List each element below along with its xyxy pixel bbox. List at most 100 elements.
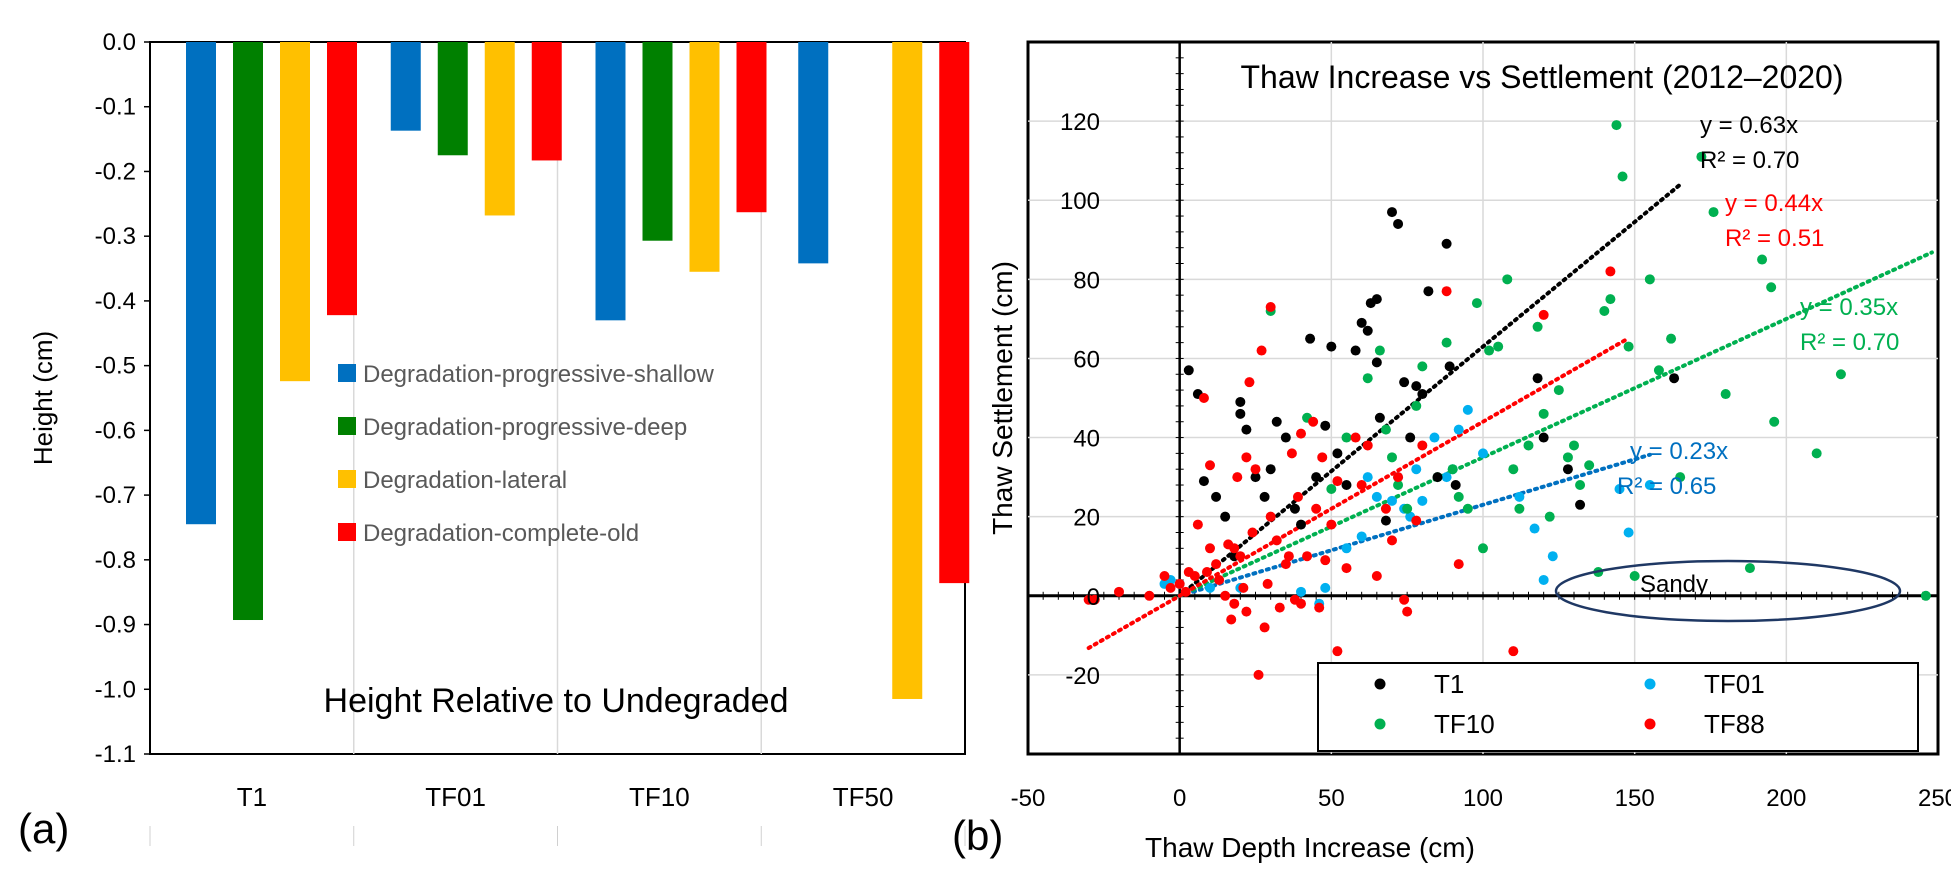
point-tf88 (1089, 594, 1100, 605)
bar-tf01-degradation-progressive-shallow (390, 42, 421, 131)
point-tf88 (1253, 669, 1264, 680)
point-tf10 (1584, 460, 1595, 471)
panel-a-x-tick-label: TF10 (629, 782, 690, 812)
point-t1 (1575, 499, 1586, 510)
bar-tf10-degradation-progressive-shallow (595, 42, 626, 321)
panel-a-x-ticks: T1 TF01 TF10 TF50 (149, 782, 966, 846)
point-t1 (1444, 361, 1455, 372)
panel-a-y-axis-label: Height (cm) (28, 331, 58, 465)
panel-b-chart-title: Thaw Increase vs Settlement (2012–2020) (1241, 59, 1844, 95)
point-tf88 (1220, 590, 1231, 601)
legend-swatch-degradation-progressive-shallow (338, 364, 356, 382)
trendline-r2-t1: R² = 0.70 (1700, 147, 1799, 174)
panel-a-y-tick-label: -0.3 (95, 223, 136, 250)
point-tf10 (1402, 503, 1413, 514)
panel-a-y-tick-label: -0.5 (95, 353, 136, 380)
point-tf10 (1605, 294, 1616, 305)
bar-tf50-degradation-complete-old (939, 42, 970, 584)
point-tf88 (1311, 503, 1322, 514)
point-t1 (1320, 420, 1331, 431)
point-t1 (1259, 491, 1270, 502)
point-tf10 (1484, 345, 1495, 356)
point-tf88 (1229, 598, 1240, 609)
bar-tf50-degradation-progressive-shallow (798, 42, 829, 264)
point-tf88 (1286, 448, 1297, 459)
point-tf88 (1214, 574, 1225, 585)
point-tf01 (1478, 448, 1488, 459)
point-tf88 (1192, 519, 1203, 530)
point-tf10 (1393, 480, 1404, 491)
point-tf88 (1165, 582, 1176, 593)
panel-a-x-tick-label: TF50 (833, 782, 894, 812)
bar-t1-degradation-lateral (280, 42, 310, 382)
point-t1 (1280, 432, 1291, 443)
point-tf88 (1226, 614, 1237, 625)
panel-a-y-tick-label: -0.4 (95, 288, 136, 315)
trendline-equation-t1: y = 0.63x (1700, 112, 1798, 139)
point-tf88 (1538, 309, 1549, 320)
point-tf88 (1241, 606, 1252, 617)
legend-label-tf10: TF10 (1434, 709, 1495, 739)
panel-a-y-tick-label: -0.9 (95, 612, 136, 639)
point-tf10 (1611, 120, 1622, 131)
point-tf88 (1144, 590, 1155, 601)
point-tf01 (1296, 586, 1306, 597)
legend-marker-tf01 (1644, 678, 1656, 690)
panel-a-y-tick-label: -1.1 (95, 741, 136, 768)
panel-a-label: (a) (18, 805, 69, 852)
point-tf88 (1387, 535, 1397, 546)
point-t1 (1350, 345, 1361, 356)
point-t1 (1326, 341, 1337, 352)
legend-swatch-degradation-progressive-deep (338, 417, 356, 435)
point-tf88 (1235, 551, 1246, 562)
point-tf10 (1623, 341, 1634, 352)
panel-b-x-tick-label: 0 (1173, 785, 1186, 812)
point-tf88 (1250, 464, 1261, 475)
point-tf10 (1374, 345, 1385, 356)
sandy-annotation: Sandy (1640, 571, 1708, 598)
point-tf01 (1362, 472, 1373, 483)
panel-b: y = 0.63x R² = 0.70 y = 0.23x R² = 0.65 y = … (952, 40, 1951, 863)
point-t1 (1405, 432, 1416, 443)
point-tf88 (1341, 563, 1352, 574)
panel-b-x-tick-label: 200 (1766, 785, 1806, 812)
panel-a-y-tick-label: -0.1 (95, 94, 136, 121)
point-tf88 (1508, 646, 1519, 657)
point-tf10 (1599, 305, 1610, 316)
bar-tf01-degradation-complete-old (531, 42, 562, 161)
point-tf10 (1696, 151, 1707, 162)
point-tf10 (1538, 408, 1549, 419)
panel-b-y-tick-label: 80 (1073, 267, 1100, 294)
point-tf88 (1356, 480, 1367, 491)
point-t1 (1332, 448, 1343, 459)
point-tf88 (1350, 432, 1361, 443)
point-t1 (1387, 207, 1397, 218)
point-tf88 (1320, 555, 1331, 566)
panel-b-y-axis-label: Thaw Settlement (cm) (987, 261, 1018, 535)
point-t1 (1241, 424, 1252, 435)
point-tf10 (1380, 424, 1391, 435)
point-t1 (1399, 377, 1410, 388)
panel-a-y-ticks: 0.0 -0.1 -0.2 -0.3 -0.4 -0.5 -0.6 -0.7 -0.8 -0.9 -… (95, 29, 150, 768)
point-tf88 (1417, 440, 1428, 451)
point-tf88 (1332, 646, 1343, 657)
trendline-equation-tf10: y = 0.35x (1800, 294, 1898, 321)
panel-b-y-tick-label: -20 (1065, 663, 1100, 690)
point-tf10 (1553, 385, 1564, 396)
point-tf10 (1453, 491, 1464, 502)
point-t1 (1235, 408, 1246, 419)
point-tf88 (1453, 559, 1464, 570)
point-tf10 (1462, 503, 1473, 514)
point-tf88 (1229, 543, 1240, 554)
point-t1 (1532, 373, 1543, 384)
point-tf88 (1296, 598, 1306, 609)
panel-b-trendline-labels: y = 0.63x R² = 0.70 y = 0.23x R² = 0.65 y = … (1617, 112, 1899, 500)
point-tf10 (1835, 369, 1846, 380)
point-tf10 (1441, 337, 1452, 348)
panel-b-y-tick-label: 40 (1073, 426, 1100, 453)
point-tf88 (1271, 535, 1282, 546)
point-tf88 (1399, 594, 1410, 605)
point-tf10 (1508, 464, 1519, 475)
point-tf01 (1387, 495, 1397, 506)
point-tf88 (1314, 602, 1325, 613)
